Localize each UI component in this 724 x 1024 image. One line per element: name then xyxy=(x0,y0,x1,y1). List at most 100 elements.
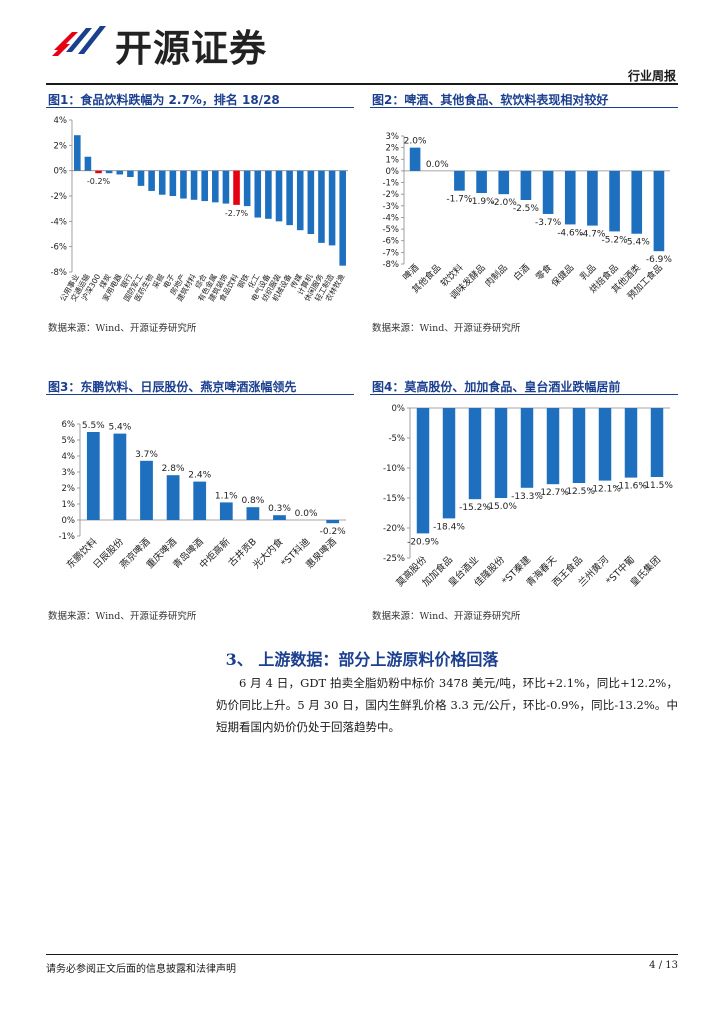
data-label: -3.7% xyxy=(535,218,562,228)
figure-4-rule xyxy=(370,394,678,395)
y-tick-label: 2% xyxy=(62,484,76,494)
header-divider xyxy=(46,83,678,85)
data-label: 2.0% xyxy=(404,137,427,147)
category-label: 乳品 xyxy=(577,262,598,283)
data-label: 0.8% xyxy=(241,496,264,506)
bar xyxy=(74,135,81,171)
bar xyxy=(587,170,598,226)
data-label: -15.2% xyxy=(459,503,491,513)
chart-4-top-losers: 0%-5%-10%-15%-20%-25%-20.9%莫高股份-18.4%加加食… xyxy=(383,404,673,589)
bar xyxy=(169,170,177,196)
y-tick-label: -7% xyxy=(382,248,399,258)
bar xyxy=(113,433,127,520)
y-tick-label: -10% xyxy=(383,464,405,474)
data-label: -13.3% xyxy=(511,492,543,502)
category-label: 光大内食 xyxy=(250,535,286,571)
bar xyxy=(542,170,554,214)
bar xyxy=(127,170,134,177)
bar xyxy=(212,170,219,203)
data-label: -5.2% xyxy=(602,235,629,245)
figure-1-rule xyxy=(46,107,354,108)
figure-1-title: 图1：食品饮料跌幅为 2.7%，排名 18/28 xyxy=(48,93,280,107)
bar xyxy=(243,170,251,207)
y-tick-label: -3% xyxy=(382,202,399,212)
chart-2-subsector-returns: 3% 2%1% 0% -1%-2% -3%-4% -5% -6%-7% -8% 2.0% 啤酒 0.… xyxy=(382,132,673,302)
y-tick-label: 1% xyxy=(62,500,76,510)
bar xyxy=(116,170,124,175)
y-tick-label: 0% xyxy=(54,167,68,177)
section-paragraph: 6 月 4 日，GDT 拍卖全脂奶粉中标价 3478 美元/吨，环比+2.1%，… xyxy=(216,676,678,734)
y-tick-label: 4% xyxy=(54,116,68,126)
bar xyxy=(468,408,482,500)
data-label: -0.2% xyxy=(320,527,347,537)
y-tick-label: 6% xyxy=(62,420,76,430)
bar xyxy=(296,170,304,231)
figure-2-source: 数据来源：Wind、开源证券研究所 xyxy=(372,323,521,334)
bar xyxy=(193,481,207,520)
category-label: 零食 xyxy=(533,262,554,283)
bar xyxy=(520,408,534,488)
y-tick-label: -2% xyxy=(50,192,67,202)
figure-4-title: 图4：莫高股份、加加食品、皇台酒业跌幅居前 xyxy=(372,380,621,394)
y-tick-label: 3% xyxy=(62,468,76,478)
bar xyxy=(328,170,336,246)
bar xyxy=(564,170,576,225)
bar xyxy=(572,408,586,483)
bar xyxy=(254,170,262,218)
data-label: -11.6% xyxy=(615,482,647,492)
y-tick-label: 2% xyxy=(386,144,400,154)
bar xyxy=(222,170,230,204)
bar xyxy=(442,408,456,519)
y-tick-label: -4% xyxy=(50,217,67,227)
bar xyxy=(137,170,145,186)
page-number: 4 / 13 xyxy=(649,960,678,971)
bar xyxy=(233,170,240,205)
bar xyxy=(286,170,293,226)
section-title: 3、 上游数据：部分上游原料价格回落 xyxy=(225,650,499,669)
data-label: -20.9% xyxy=(407,537,439,547)
data-label: -4.6% xyxy=(557,228,584,238)
bar xyxy=(273,515,286,520)
bar xyxy=(598,408,612,481)
bar xyxy=(275,170,283,222)
y-tick-label: 2% xyxy=(54,141,68,151)
bar xyxy=(653,170,665,252)
bar xyxy=(246,507,260,520)
y-tick-label: -2% xyxy=(382,190,399,200)
figure-2-rule xyxy=(370,107,678,108)
data-label: -4.7% xyxy=(579,230,606,240)
bar xyxy=(140,460,153,520)
data-label: -0.2% xyxy=(87,177,111,186)
data-label: -1.7% xyxy=(446,195,473,205)
data-label: 5.5% xyxy=(82,421,105,431)
data-label: -6.9% xyxy=(646,255,673,265)
bar xyxy=(190,170,198,200)
bar xyxy=(265,170,272,219)
data-label: 1.1% xyxy=(215,491,238,501)
bar xyxy=(546,408,560,485)
category-label: 惠泉啤酒 xyxy=(303,535,339,571)
bar xyxy=(84,156,92,171)
bar xyxy=(158,170,166,195)
data-label: 2.4% xyxy=(188,471,211,481)
data-label: -1.9% xyxy=(469,197,496,207)
y-tick-label: -5% xyxy=(388,434,405,444)
bar xyxy=(624,408,638,478)
y-tick-label: -4% xyxy=(382,213,399,223)
data-label: -2.5% xyxy=(513,204,540,214)
bar xyxy=(409,147,421,171)
y-tick-label: 3% xyxy=(386,132,400,142)
y-tick-label: -1% xyxy=(58,532,75,542)
document-type: 行业周报 xyxy=(627,69,676,83)
figure-1-source: 数据来源：Wind、开源证券研究所 xyxy=(48,323,197,334)
figure-3-title: 图3：东鹏饮料、日辰股份、燕京啤酒涨幅领先 xyxy=(48,380,297,394)
data-label: 0.0% xyxy=(426,160,449,170)
bar xyxy=(650,408,664,477)
data-label: -11.5% xyxy=(641,481,673,491)
bar xyxy=(95,170,102,174)
category-label: 白酒 xyxy=(511,262,532,283)
data-label: -5.4% xyxy=(624,238,651,248)
chart-1-industry-returns: 4%2%0%-2%-4%-6%-8%公用事业交通运输-0.2%沪深300煤炭家用… xyxy=(50,116,348,303)
y-tick-label: 5% xyxy=(62,436,76,446)
bar xyxy=(609,170,620,232)
